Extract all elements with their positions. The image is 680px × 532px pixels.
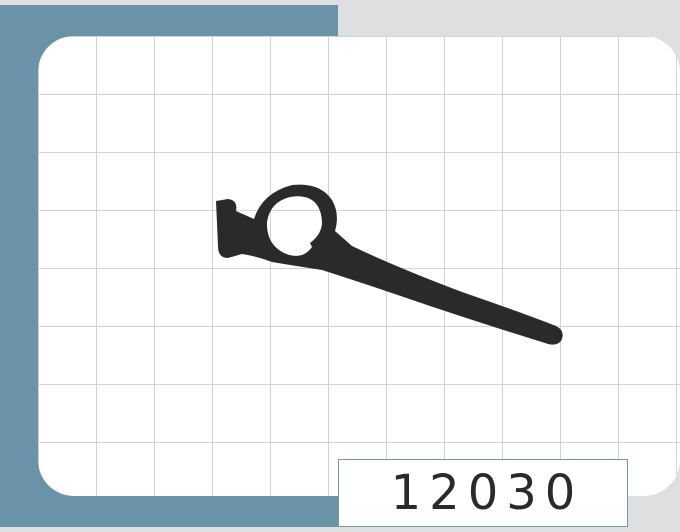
product-code: 12030 <box>390 465 584 521</box>
product-code-box: 12030 <box>338 459 628 527</box>
